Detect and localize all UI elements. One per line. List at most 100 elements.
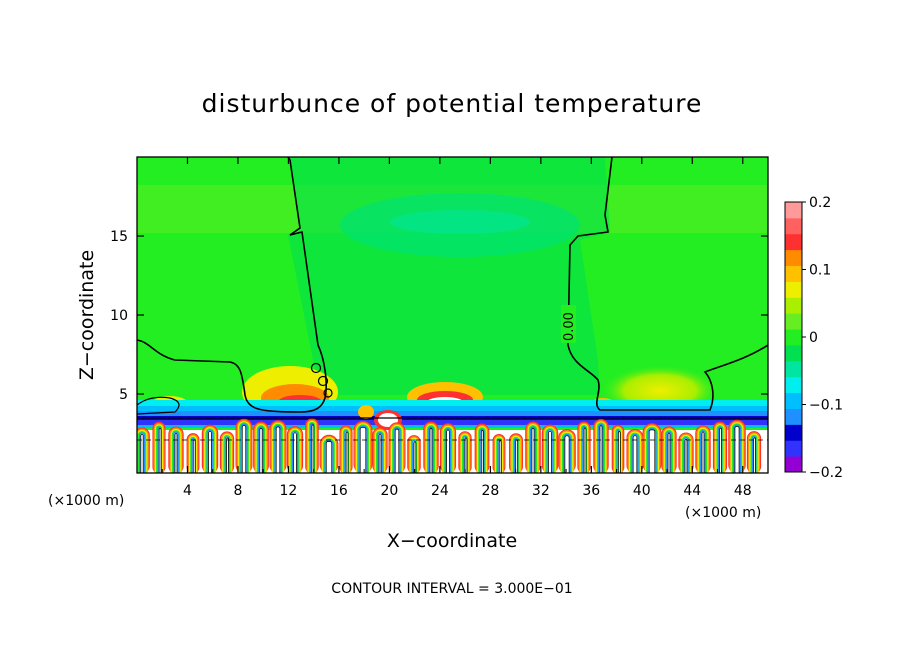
convective-cell [530,426,536,473]
convective-cell [428,426,434,473]
convective-cell [425,423,437,473]
convective-cell [173,431,179,473]
x-tick-label: 20 [380,483,398,499]
convective-cell [594,420,608,473]
colorbar-segment [785,440,802,457]
convective-cell-core [413,441,417,473]
convective-cell [372,427,388,473]
convective-cell [492,434,506,473]
colorbar-segment [785,392,802,409]
convective-cell [642,423,662,473]
convective-cell [666,431,672,473]
convective-cell [153,422,165,473]
convective-cell [748,432,760,473]
x-tick-label: 32 [532,483,550,499]
convective-cell [188,435,198,473]
x-axis: 4 8 12 16 20 24 28 32 36 40 44 48 [161,157,752,499]
convective-cell [223,435,231,473]
colorbar-segment [785,329,802,346]
convective-cell [560,431,574,473]
convective-cell [273,423,283,473]
convective-cell [579,423,589,473]
colorbar-segment [785,265,802,282]
convective-cell [205,428,215,473]
convective-cell-core [547,430,553,473]
convective-cell [749,433,759,473]
convective-cell [683,437,689,473]
convective-cell [681,436,691,473]
convective-cell [664,429,674,473]
cold-band-3 [137,411,768,416]
colorbar-segment [785,233,802,251]
convective-cell [493,435,505,473]
convective-cell-core [241,424,247,473]
convective-cell [663,428,675,473]
convective-cell-core [564,435,570,473]
x-unit-right: (×1000 m) [685,505,761,521]
convective-cell [729,420,745,473]
convective-cell [479,428,485,473]
x-tick-label: 48 [734,483,752,499]
convective-cell-core [480,429,484,473]
convective-cell [374,429,386,473]
convective-cell-core [208,430,212,473]
convective-cell [237,421,251,473]
convective-cell [630,432,640,473]
convective-cell [647,428,657,473]
cold-band-5 [137,420,768,425]
colorbar-segment [785,408,802,425]
contour-interval: CONTOUR INTERVAL = 3.000E−01 [331,581,572,597]
convective-cell [240,423,248,473]
convective-cell [444,428,452,473]
zero-contour-ring-2 [317,375,329,387]
convective-cell [443,426,453,473]
convective-cell [475,424,489,473]
convective-cell [477,426,487,473]
convective-cell-core [446,429,450,473]
convective-cell [593,418,609,473]
convective-cell [696,426,710,473]
colorbar-tick-label: 0.1 [809,263,831,279]
convective-cell [219,431,235,473]
convective-cell [662,427,676,473]
convective-cell-core [498,440,502,473]
cold-band-2 [137,406,768,411]
convective-cell [236,419,252,473]
cold-band-contour [137,396,768,419]
x-tick-label: 36 [582,483,600,499]
convective-cell [595,421,607,473]
convective-cell-core [158,427,162,473]
convective-cell [728,419,746,473]
convective-cell [598,423,604,473]
convective-cell-core [378,433,382,473]
colorbar-segment [785,249,802,267]
y-tick-label: 5 [119,387,128,403]
convective-cell-core [753,437,756,473]
convective-cell [255,423,267,473]
convective-cell [426,425,436,473]
convective-cell [646,426,658,473]
colorbar-segment [785,313,802,330]
convective-cell [235,418,253,473]
y-tick-label: 15 [110,229,128,245]
convective-cell [612,425,624,473]
convective-cell-core [617,431,621,473]
convective-cell [714,422,726,473]
convective-cell [339,425,353,473]
colorbar-segment [785,202,802,219]
convective-cell [716,425,724,473]
convective-cell [253,421,269,473]
convective-cell [271,422,285,473]
convective-cell-core [531,427,535,473]
convective-cell [697,427,709,473]
convective-cell [354,421,372,473]
convective-cell-core [632,435,638,473]
convective-cell-core [734,425,740,473]
convective-cell-core [226,437,229,473]
convective-cell [169,427,183,473]
convective-cell [410,438,418,473]
convective-cell [355,423,371,473]
convective-cell [494,436,504,473]
convective-cell [750,434,758,473]
